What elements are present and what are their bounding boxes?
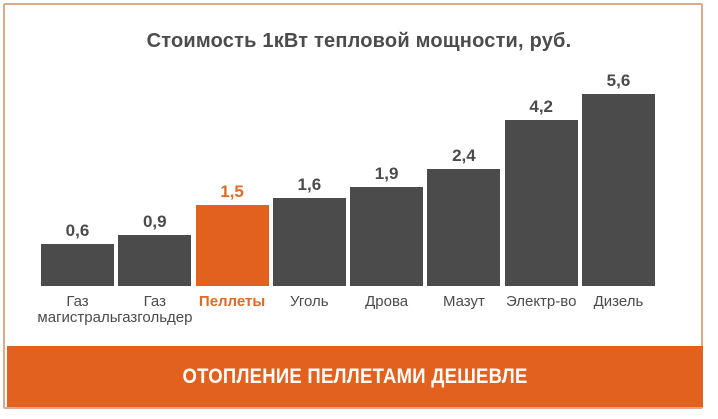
bar-category-label: Газ магистраль	[37, 293, 118, 326]
bar-value-label: 0,9	[142, 212, 167, 231]
chart-title: Стоимость 1кВт тепловой мощности, руб.	[146, 30, 572, 52]
bar-value-label: 5,6	[606, 71, 631, 90]
bar-value-label: 0,6	[65, 221, 90, 240]
bar-value-label: 4,2	[529, 97, 553, 116]
bar	[427, 169, 501, 286]
bar-chart: 0,6 Газ магистраль 0,9 Газ газгольдер 1,5 Пел…	[37, 60, 655, 325]
bar-column: 0,6 Газ магистраль	[37, 221, 117, 325]
bar-value-label: 1,5	[220, 182, 244, 201]
bar-column: 2,4 Мазут	[427, 146, 501, 309]
bar-value-label: 1,6	[297, 175, 322, 194]
bar-column: 1,6 Уголь	[272, 175, 346, 309]
bar-category-label: Пеллеты	[198, 293, 266, 310]
bar-category-label: Дрова	[365, 293, 409, 310]
bar	[350, 187, 424, 286]
bar	[504, 120, 578, 286]
bar	[118, 235, 192, 286]
bar-category-label: Электр-во	[505, 293, 577, 310]
bar	[41, 244, 114, 286]
bar-value-label: 2,4	[452, 146, 476, 165]
bar-category-label: Мазут	[442, 293, 485, 310]
bar	[581, 94, 655, 286]
bar-category-label: Газ газгольдер	[117, 293, 193, 326]
banner: ОТОПЛЕНИЕ ПЕЛЛЕТАМИ ДЕШЕВЛЕ	[7, 346, 703, 407]
bar-category-label: Дизель	[593, 293, 644, 310]
bar-column: 1,5 Пеллеты	[195, 182, 269, 309]
bar-column: 5,6 Дизель	[581, 71, 655, 309]
bar-column: 1,9 Дрова	[350, 164, 424, 309]
bar-category-label: Уголь	[290, 293, 329, 310]
bar	[272, 198, 346, 286]
bar-value-label: 1,9	[374, 164, 399, 183]
bar-highlighted	[195, 205, 269, 286]
bar-column: 0,9 Газ газгольдер	[117, 212, 192, 325]
bar-column: 4,2 Электр-во	[504, 97, 578, 309]
banner-text: ОТОПЛЕНИЕ ПЕЛЛЕТАМИ ДЕШЕВЛЕ	[182, 364, 528, 388]
